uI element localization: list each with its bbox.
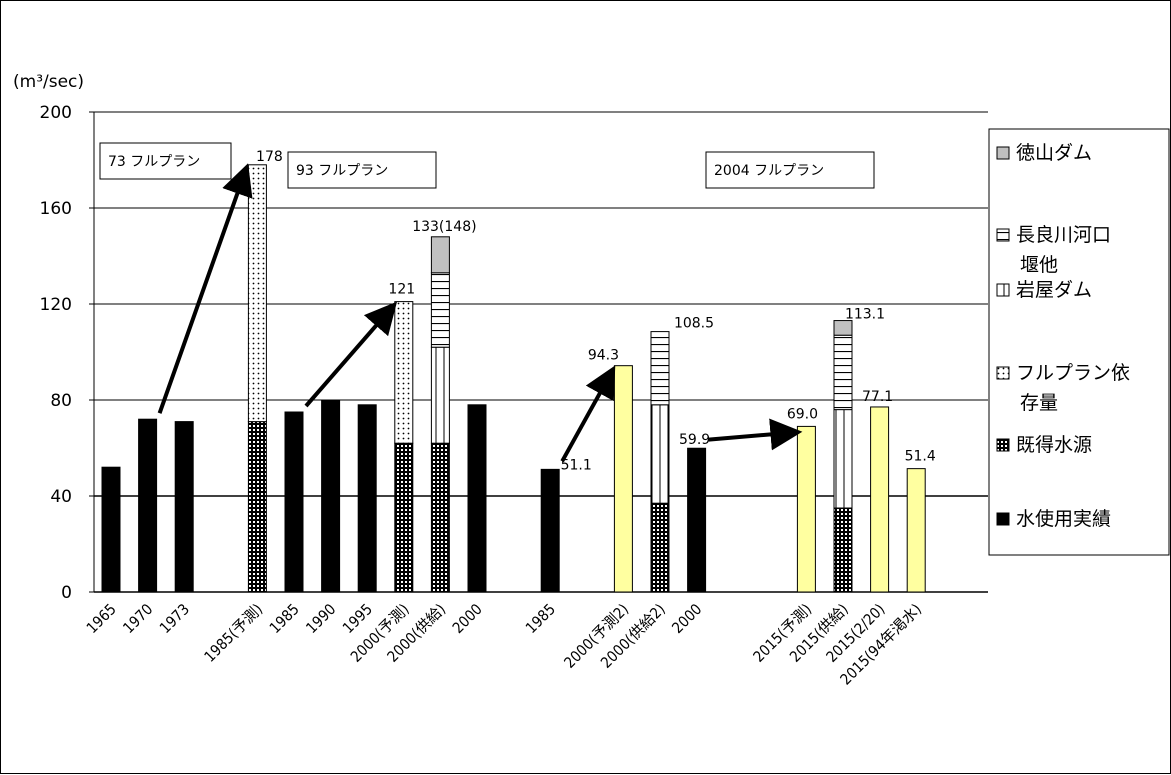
bar-2-segment-usage bbox=[174, 421, 194, 593]
bar-16-segment-usage bbox=[687, 447, 707, 593]
data-label-22: 51.4 bbox=[905, 449, 936, 465]
bar-20-segment-existing bbox=[833, 507, 853, 593]
data-label-8: 121 bbox=[388, 282, 415, 298]
bar-9-segment-nagara bbox=[430, 272, 450, 348]
data-label-4: 178 bbox=[256, 149, 283, 165]
trend-arrow-1 bbox=[304, 301, 398, 408]
data-label-16: 59.9 bbox=[679, 432, 710, 448]
data-label-15: 108.5 bbox=[674, 316, 714, 332]
bar-8-segment-existing bbox=[394, 442, 414, 593]
data-label-12: 51.1 bbox=[561, 457, 592, 473]
bar-4-segment-fullplan bbox=[247, 164, 267, 423]
x-tick-label-4: 1985(予測) bbox=[201, 600, 267, 666]
x-tick-label-1: 1970 bbox=[119, 600, 156, 637]
legend-swatch-tokuyama bbox=[996, 146, 1010, 160]
unit-label: (m³/sec) bbox=[13, 72, 84, 92]
x-tick-label-10: 2000 bbox=[449, 600, 486, 637]
bar-8-segment-fullplan bbox=[394, 301, 414, 444]
legend-label-usage: 水使用実績 bbox=[1016, 508, 1111, 530]
bar-21-segment-yellow bbox=[870, 406, 890, 593]
trend-arrow-3 bbox=[708, 418, 803, 451]
data-label-20: 113.1 bbox=[845, 307, 885, 323]
data-label-9: 133(148) bbox=[412, 219, 476, 235]
x-tick-label-0: 1965 bbox=[83, 600, 120, 637]
bar-6-segment-usage bbox=[321, 399, 341, 593]
x-tick-label-2: 1973 bbox=[156, 600, 193, 637]
legend-swatch-existing bbox=[996, 438, 1010, 452]
legend-swatch-iwaya bbox=[996, 283, 1010, 297]
data-label-14: 94.3 bbox=[588, 348, 619, 364]
trend-arrow-2 bbox=[560, 365, 616, 463]
bar-0-segment-usage bbox=[101, 466, 121, 593]
bar-7-segment-usage bbox=[357, 404, 377, 593]
bar-12-segment-usage bbox=[540, 468, 560, 593]
bar-9-segment-tokuyama bbox=[430, 236, 450, 274]
plan-box-2 bbox=[705, 151, 875, 189]
bar-14-segment-yellow bbox=[613, 365, 633, 593]
bar-19-segment-yellow bbox=[796, 425, 816, 593]
x-tick-label-5: 1985 bbox=[266, 600, 303, 637]
bar-4-segment-existing bbox=[247, 421, 267, 593]
legend-label-tokuyama: 徳山ダム bbox=[1016, 142, 1092, 164]
x-tick-label-6: 1990 bbox=[302, 600, 339, 637]
bar-15-segment-existing bbox=[650, 502, 670, 593]
bar-22-segment-yellow bbox=[906, 468, 926, 593]
data-label-21: 77.1 bbox=[862, 389, 893, 405]
bar-20-segment-tokuyama bbox=[833, 320, 853, 336]
y-tick-label-40: 40 bbox=[50, 487, 72, 507]
x-tick-label-12: 1985 bbox=[522, 600, 559, 637]
y-tick-label-160: 160 bbox=[40, 199, 72, 219]
legend-swatch-nagara bbox=[996, 228, 1010, 242]
bar-9-segment-iwaya bbox=[430, 346, 450, 444]
plan-label-2: 2004 フルプラン bbox=[714, 163, 824, 179]
data-label-19: 69.0 bbox=[787, 406, 818, 422]
bar-15-segment-iwaya bbox=[650, 404, 670, 504]
legend-swatch-usage bbox=[996, 512, 1010, 526]
bar-9-segment-existing bbox=[430, 442, 450, 593]
plan-label-1: 93 フルプラン bbox=[296, 163, 388, 179]
bar-1-segment-usage bbox=[138, 418, 158, 593]
y-tick-label-200: 200 bbox=[40, 103, 72, 123]
y-tick-label-120: 120 bbox=[40, 295, 72, 315]
y-tick-label-80: 80 bbox=[50, 391, 72, 411]
bar-5-segment-usage bbox=[284, 411, 304, 593]
plan-box-0 bbox=[99, 142, 232, 180]
bar-20-segment-iwaya bbox=[833, 409, 853, 509]
bar-20-segment-nagara bbox=[833, 334, 853, 411]
legend-box bbox=[988, 128, 1170, 556]
bar-10-segment-usage bbox=[467, 404, 487, 593]
bar-15-segment-nagara bbox=[650, 331, 670, 406]
trend-arrow-0 bbox=[157, 163, 253, 414]
plan-box-1 bbox=[287, 151, 437, 189]
legend-swatch-fullplan bbox=[996, 366, 1010, 380]
legend-label-iwaya: 岩屋ダム bbox=[1016, 279, 1092, 301]
legend-label-nagara: 長良川河口堰他 bbox=[1016, 224, 1111, 276]
y-tick-label-0: 0 bbox=[61, 583, 72, 603]
plan-label-0: 73 フルプラン bbox=[108, 154, 200, 170]
legend-label-existing: 既得水源 bbox=[1016, 434, 1092, 456]
legend-label-fullplan: フルプラン依存量 bbox=[1016, 362, 1130, 414]
x-tick-label-16: 2000 bbox=[668, 600, 705, 637]
